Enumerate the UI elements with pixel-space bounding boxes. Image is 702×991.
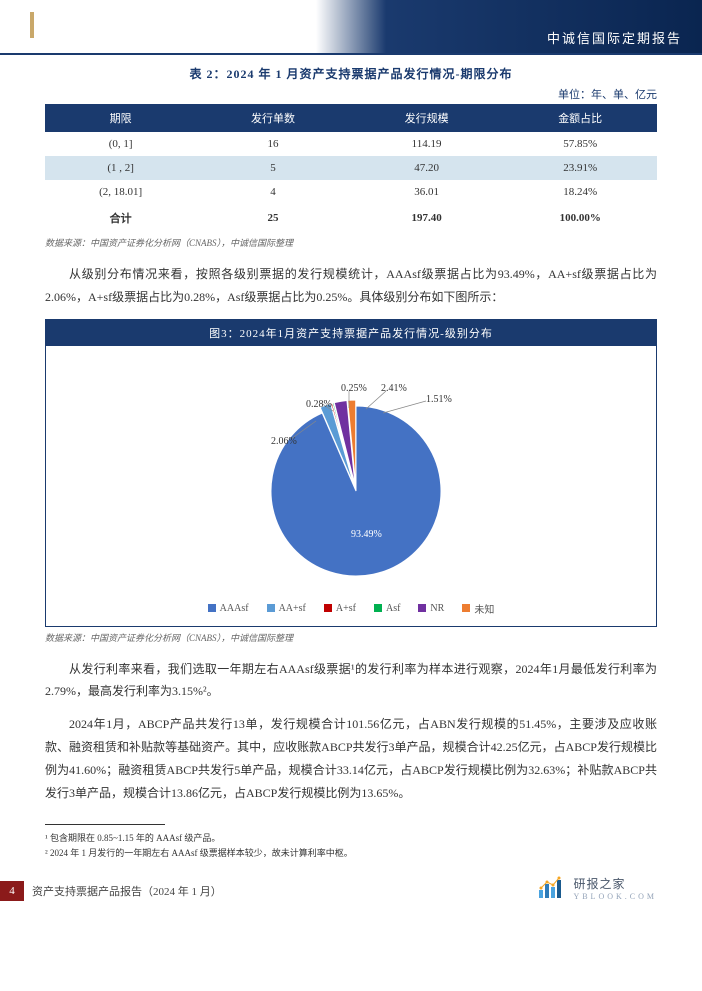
legend-swatch	[324, 604, 332, 612]
table-cell: 47.20	[350, 156, 504, 180]
page-footer: 4 资产支持票据产品报告（2024 年 1 月） 研报之家 YBLOOK.COM	[0, 875, 702, 911]
paragraph-2: 从发行利率来看，我们选取一年期左右AAAsf级票据¹的发行利率为样本进行观察，2…	[45, 658, 657, 704]
table-cell: 100.00%	[503, 204, 657, 232]
table2-unit: 单位：年、单、亿元	[45, 86, 657, 102]
legend-swatch	[462, 604, 470, 612]
table-cell: (2, 18.01]	[45, 180, 196, 204]
pie-label: 0.25%	[341, 383, 367, 394]
logo-sub-text: YBLOOK.COM	[573, 892, 657, 901]
legend-swatch	[418, 604, 426, 612]
table-row: (1 , 2]547.2023.91%	[45, 156, 657, 180]
chart-source: 数据来源：中国资产证券化分析网（CNABS），中诚信国际整理	[45, 631, 657, 644]
pie-label: 2.06%	[271, 436, 297, 447]
legend-item: A+sf	[324, 601, 356, 616]
legend-swatch	[267, 604, 275, 612]
paragraph-3: 2024年1月，ABCP产品共发行13单，发行规模合计101.56亿元，占ABN…	[45, 713, 657, 804]
col-header: 期限	[45, 104, 196, 132]
legend-item: AA+sf	[267, 601, 306, 616]
chart-title: 图3：2024年1月资产支持票据产品发行情况-级别分布	[46, 320, 656, 346]
chart-body: 2.06% 0.28% 0.25% 2.41% 1.51% 93.49% AAAsf AA+…	[46, 346, 656, 626]
legend-label: Asf	[386, 603, 400, 614]
footnote-2: ² 2024 年 1 月发行的一年期左右 AAAsf 级票据样本较少，故未计算利…	[45, 846, 657, 860]
table-row: 合计25197.40100.00%	[45, 204, 657, 232]
leader-line	[383, 401, 426, 413]
table-cell: 18.24%	[503, 180, 657, 204]
footnote-separator	[45, 824, 165, 825]
footnote-1: ¹ 包含期限在 0.85~1.15 年的 AAAsf 级产品。	[45, 831, 657, 845]
logo-main-text: 研报之家	[573, 875, 657, 892]
table-cell: (1 , 2]	[45, 156, 196, 180]
table-cell: 25	[196, 204, 350, 232]
legend-item: NR	[418, 601, 444, 616]
legend-label: A+sf	[336, 603, 356, 614]
table-cell: 合计	[45, 204, 196, 232]
chart-container: 图3：2024年1月资产支持票据产品发行情况-级别分布 2.06% 0.28% 0.…	[45, 319, 657, 627]
table-cell: 4	[196, 180, 350, 204]
table-cell: (0, 1]	[45, 132, 196, 156]
pie-label: 93.49%	[351, 529, 382, 540]
legend-swatch	[374, 604, 382, 612]
col-header: 金额占比	[503, 104, 657, 132]
legend-item: Asf	[374, 601, 400, 616]
table-cell: 23.91%	[503, 156, 657, 180]
header-title: 中诚信国际定期报告	[547, 28, 682, 47]
paragraph-1: 从级别分布情况来看，按照各级别票据的发行规模统计，AAAsf级票据占比为93.4…	[45, 263, 657, 309]
legend-label: AAAsf	[220, 603, 249, 614]
legend-label: 未知	[474, 601, 494, 616]
pie-label: 0.28%	[306, 399, 332, 410]
table-header-row: 期限 发行单数 发行规模 金额占比	[45, 104, 657, 132]
table-cell: 114.19	[350, 132, 504, 156]
pie-label: 2.41%	[381, 383, 407, 394]
table-cell: 36.01	[350, 180, 504, 204]
table-row: (2, 18.01]436.0118.24%	[45, 180, 657, 204]
page-number: 4	[0, 881, 24, 901]
table2-source: 数据来源：中国资产证券化分析网（CNABS），中诚信国际整理	[45, 236, 657, 249]
gold-accent-bar	[30, 12, 34, 38]
col-header: 发行规模	[350, 104, 504, 132]
pie-label: 1.51%	[426, 394, 452, 405]
table-cell: 16	[196, 132, 350, 156]
legend-swatch	[208, 604, 216, 612]
table-cell: 5	[196, 156, 350, 180]
bar-chart-icon	[537, 876, 565, 900]
header-banner: 中诚信国际定期报告	[0, 0, 702, 55]
table-cell: 197.40	[350, 204, 504, 232]
table-cell: 57.85%	[503, 132, 657, 156]
pie-chart: 2.06% 0.28% 0.25% 2.41% 1.51% 93.49%	[211, 361, 491, 591]
table-row: (0, 1]16114.1957.85%	[45, 132, 657, 156]
footer-logo: 研报之家 YBLOOK.COM	[537, 875, 657, 901]
legend-label: NR	[430, 603, 444, 614]
table2: 期限 发行单数 发行规模 金额占比 (0, 1]16114.1957.85%(1…	[45, 104, 657, 232]
legend-item: 未知	[462, 601, 494, 616]
col-header: 发行单数	[196, 104, 350, 132]
footer-text: 资产支持票据产品报告（2024 年 1 月）	[32, 883, 222, 899]
legend-item: AAAsf	[208, 601, 249, 616]
table2-title: 表 2：2024 年 1 月资产支持票据产品发行情况-期限分布	[45, 65, 657, 82]
legend-label: AA+sf	[279, 603, 306, 614]
chart-legend: AAAsf AA+sf A+sf Asf NR 未知	[208, 601, 495, 616]
